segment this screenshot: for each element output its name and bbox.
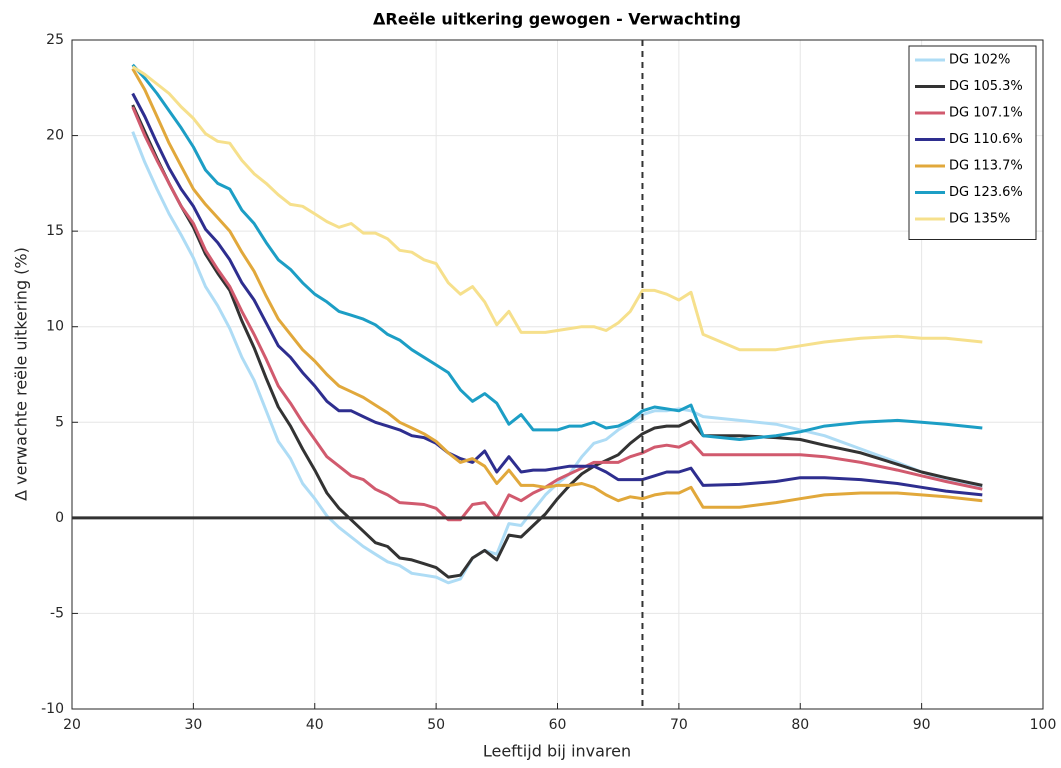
y-tick-label: 10	[46, 319, 64, 335]
axes-box	[71, 39, 1044, 710]
x-tick-label: 20	[63, 717, 81, 733]
legend-label: DG 102%	[949, 53, 1010, 68]
x-tick-label: 100	[1030, 717, 1057, 733]
chart-title: ΔReële uitkering gewogen - Verwachting	[373, 10, 741, 29]
y-axis-label: Δ verwachte reële uitkering (%)	[12, 247, 31, 501]
y-tick-label: -5	[50, 605, 64, 621]
legend-label: DG 110.6%	[949, 132, 1023, 147]
legend-label: DG 135%	[949, 212, 1010, 227]
legend-label: DG 105.3%	[949, 79, 1023, 94]
legend-label: DG 123.6%	[949, 185, 1023, 200]
legend-label: DG 107.1%	[949, 106, 1023, 121]
series-line	[131, 63, 983, 441]
y-tick-label: 15	[46, 223, 64, 239]
y-tick-label: 5	[55, 414, 64, 430]
series-line	[131, 106, 983, 522]
y-tick-label: -10	[41, 701, 64, 717]
x-axis-label: Leeftijd bij invaren	[483, 742, 631, 761]
x-tick-label: 70	[670, 717, 688, 733]
series-line	[131, 104, 983, 579]
series-line	[131, 65, 983, 352]
series-line	[131, 67, 983, 509]
x-tick-label: 90	[913, 717, 931, 733]
x-tick-label: 60	[549, 717, 567, 733]
series-line	[131, 92, 983, 497]
legend-label: DG 113.7%	[949, 159, 1023, 174]
x-tick-label: 30	[184, 717, 202, 733]
x-tick-label: 40	[306, 717, 324, 733]
y-tick-label: 20	[46, 128, 64, 144]
legend: DG 102% DG 105.3% DG 107.1% DG 110.6% DG 113…	[908, 45, 1037, 240]
x-tick-label: 80	[791, 717, 809, 733]
legend-box	[908, 45, 1037, 240]
y-tick-label: 25	[46, 32, 64, 48]
x-tick-label: 50	[427, 717, 445, 733]
y-tick-label: 0	[55, 510, 64, 526]
